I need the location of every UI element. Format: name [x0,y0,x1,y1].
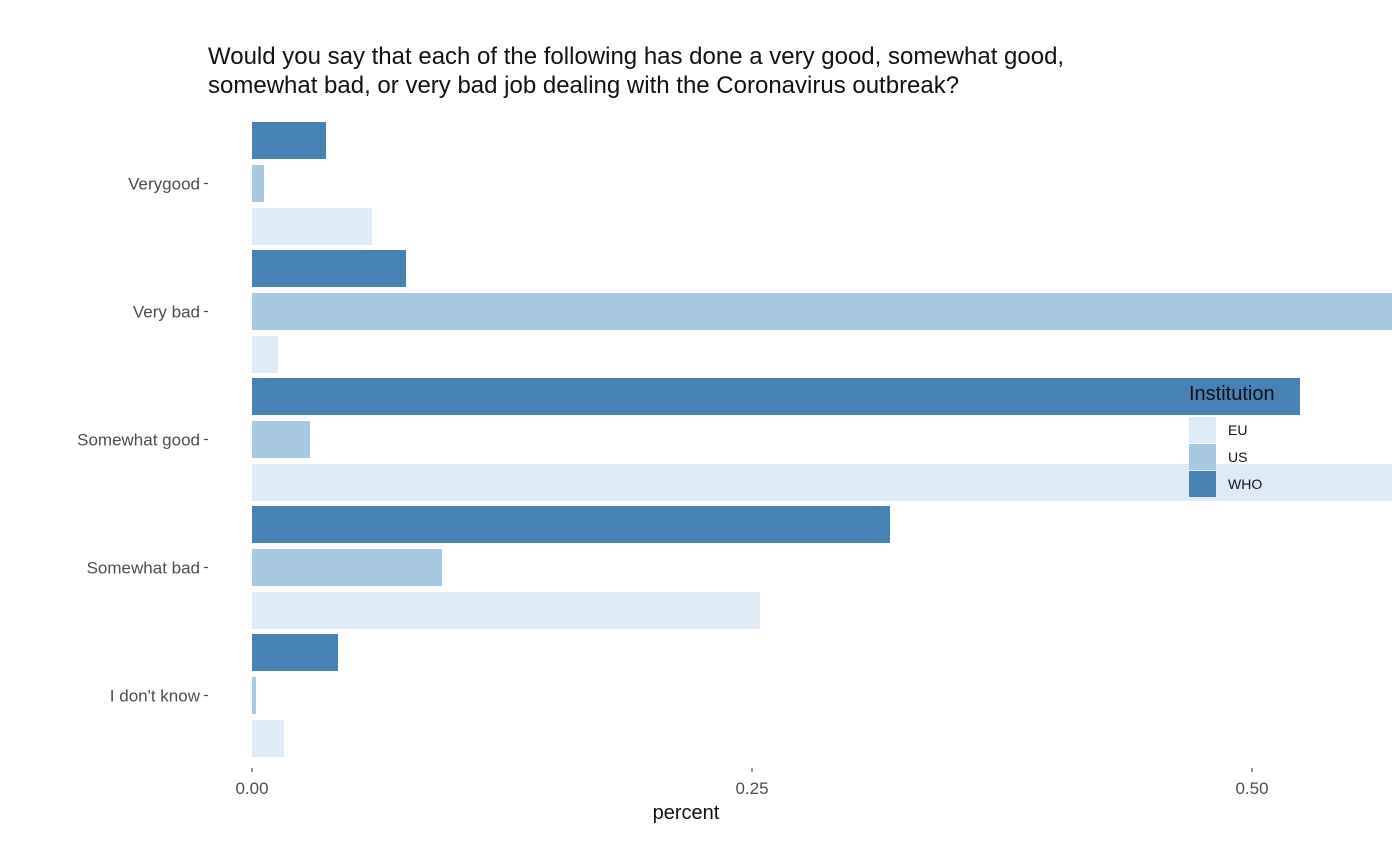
bar-i-don-t-know-eu [252,720,284,757]
bar-somewhat-good-who [252,378,1300,415]
bar-verygood-us [252,165,264,202]
y-axis: Verygood Very bad Somewhat good Somewhat ba… [77,175,208,706]
legend-label-us: US [1228,448,1248,465]
legend-key-eu [1189,416,1216,443]
y-tick-label-somewhat-good: Somewhat good [77,431,200,450]
x-axis: 0.000.250.500.75 [235,768,1269,798]
x-tick-label-2: 0.50 [1235,779,1268,798]
bar-i-don-t-know-us [252,677,256,714]
bar-verygood-eu [252,208,372,245]
bar-somewhat-bad-us [252,549,442,586]
chart-title: Would you say that each of the following… [208,42,1208,100]
x-axis-title: percent [653,802,720,824]
legend-item-us: US [1189,443,1275,470]
chart-title-line-1: Would you say that each of the following… [208,43,1065,70]
legend-title: Institution [1189,383,1275,405]
legend-item-who: WHO [1189,470,1275,497]
chart-title-line-2: somewhat bad, or very bad job dealing wi… [208,72,960,99]
bar-i-don-t-know-who [252,634,338,671]
legend-label-who: WHO [1228,475,1263,492]
x-tick-label-1: 0.25 [735,779,768,798]
legend-key-who [1189,470,1216,497]
legend-item-eu: EU [1189,416,1275,443]
legend-key-us [1189,443,1216,470]
y-tick-label-very-bad: Very bad [133,303,200,322]
legend: Institution EU US WHO [1189,383,1275,497]
y-tick-label-i-don-t-know: I don't know [110,687,201,706]
bars-layer [252,122,1392,757]
y-tick-label-somewhat-bad: Somewhat bad [87,559,200,578]
legend-label-eu: EU [1228,421,1248,438]
bar-verygood-who [252,122,326,159]
bar-very-bad-who [252,250,406,287]
bar-very-bad-us [252,293,1392,330]
bar-very-bad-eu [252,336,278,373]
bar-somewhat-good-us [252,421,310,458]
y-tick-label-verygood: Verygood [128,175,200,194]
x-tick-label-0: 0.00 [235,779,268,798]
bar-somewhat-bad-eu [252,592,760,629]
bar-somewhat-bad-who [252,506,890,543]
